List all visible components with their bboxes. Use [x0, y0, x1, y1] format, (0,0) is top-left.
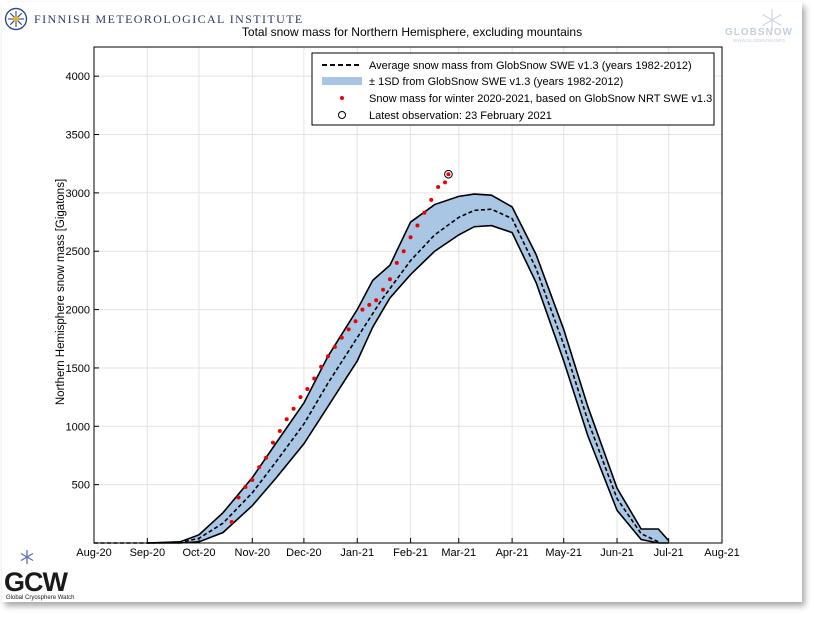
observation-point [312, 376, 317, 381]
x-tick-label: Aug-21 [704, 547, 739, 559]
legend-average-label: Average snow mass from GlobSnow SWE v1.3… [369, 60, 692, 72]
observation-point [229, 519, 234, 524]
observation-point [394, 260, 399, 265]
observation-point [429, 197, 434, 202]
x-tick-label: Apr-21 [496, 547, 529, 559]
observation-point [415, 223, 420, 228]
observation-point [332, 344, 337, 349]
observation-point [436, 185, 441, 190]
legend-latest-label: Latest observation: 23 February 2021 [369, 110, 552, 122]
y-tick-label: 3000 [66, 188, 90, 200]
axis-ticks: Aug-20 Sep-20 Oct-20 Nov-20 Dec-20 Jan-21 Feb-… [66, 71, 740, 559]
x-tick-label: Sep-20 [130, 547, 165, 559]
y-tick-label: 3500 [66, 130, 90, 142]
y-axis-label: Northern Hemisphere snow mass [Gigatons] [55, 179, 67, 405]
observation-point [264, 455, 269, 460]
legend-observation-label: Snow mass for winter 2020-2021, based on… [369, 93, 712, 105]
fmi-name: Finnish Meteorological Institute [34, 12, 304, 26]
x-tick-label: Jan-21 [340, 547, 374, 559]
latest-observation-ring [444, 169, 453, 179]
observation-point [250, 477, 255, 482]
latest-observation-point [446, 172, 451, 177]
x-tick-label: Aug-20 [76, 547, 111, 559]
y-tick-label: 1500 [66, 363, 90, 375]
observation-point [422, 210, 427, 215]
fmi-logo-icon [4, 7, 28, 31]
x-tick-label: Feb-21 [393, 547, 428, 559]
observation-point [284, 417, 289, 422]
globsnow-logo: GLOBSNOW WWW.GLOBSNOW.INFO [725, 9, 793, 43]
legend-band-label: ± 1SD from GlobSnow SWE v1.3 (years 1982… [369, 76, 623, 88]
observation-point [374, 298, 379, 303]
observation-point [367, 302, 372, 307]
observation-point [442, 180, 447, 185]
observation-point [298, 395, 303, 400]
legend-latest-marker [338, 111, 346, 119]
y-tick-label: 1000 [66, 421, 90, 433]
observation-point [257, 465, 262, 470]
snowflake-icon [20, 550, 34, 564]
observation-point [277, 428, 282, 433]
x-tick-label: Dec-20 [286, 547, 321, 559]
observation-point [353, 319, 358, 324]
y-tick-label: 4000 [66, 71, 90, 83]
chart-title: Total snow mass for Northern Hemisphere,… [242, 25, 582, 39]
plot-area [94, 169, 670, 544]
sd-band [147, 194, 669, 543]
observation-point [408, 235, 413, 240]
observation-point [339, 335, 344, 340]
observation-point [291, 406, 296, 411]
y-tick-label: 2000 [66, 305, 90, 317]
observation-point [319, 364, 324, 369]
x-tick-label: Jun-21 [600, 547, 634, 559]
legend: Average snow mass from GlobSnow SWE v1.3… [311, 52, 715, 126]
legend-observation-marker [340, 96, 344, 100]
gcw-caption: Global Cryosphere Watch [6, 595, 74, 601]
observation-point [305, 386, 310, 391]
observation-point [243, 484, 248, 489]
observation-point [360, 307, 365, 312]
x-tick-label: Nov-20 [235, 547, 270, 559]
legend-box [311, 52, 715, 126]
observation-point [387, 277, 392, 282]
legend-band-swatch [322, 77, 362, 85]
observation-point [401, 249, 406, 254]
observation-point [270, 440, 275, 445]
observation-point [346, 327, 351, 332]
observation-point [236, 495, 241, 500]
axes-frame [93, 46, 723, 544]
globsnow-logo-text: GLOBSNOW [725, 27, 793, 38]
gcw-logo-text: GCW [4, 567, 69, 597]
observation-point [381, 287, 386, 292]
globsnow-url: WWW.GLOBSNOW.INFO [733, 38, 785, 43]
x-tick-label: Mar-21 [441, 547, 476, 559]
gcw-logo: GCW Global Cryosphere Watch [4, 550, 74, 601]
sd-band-lower-edge [147, 224, 669, 544]
x-tick-label: May-21 [545, 547, 582, 559]
average-line [94, 208, 659, 544]
snowflake-icon [762, 9, 782, 31]
observation-point [325, 354, 330, 359]
x-tick-label: Oct-20 [182, 547, 215, 559]
x-tick-label: Jul-21 [654, 547, 684, 559]
y-tick-label: 500 [72, 480, 90, 492]
y-tick-label: 2500 [66, 246, 90, 258]
